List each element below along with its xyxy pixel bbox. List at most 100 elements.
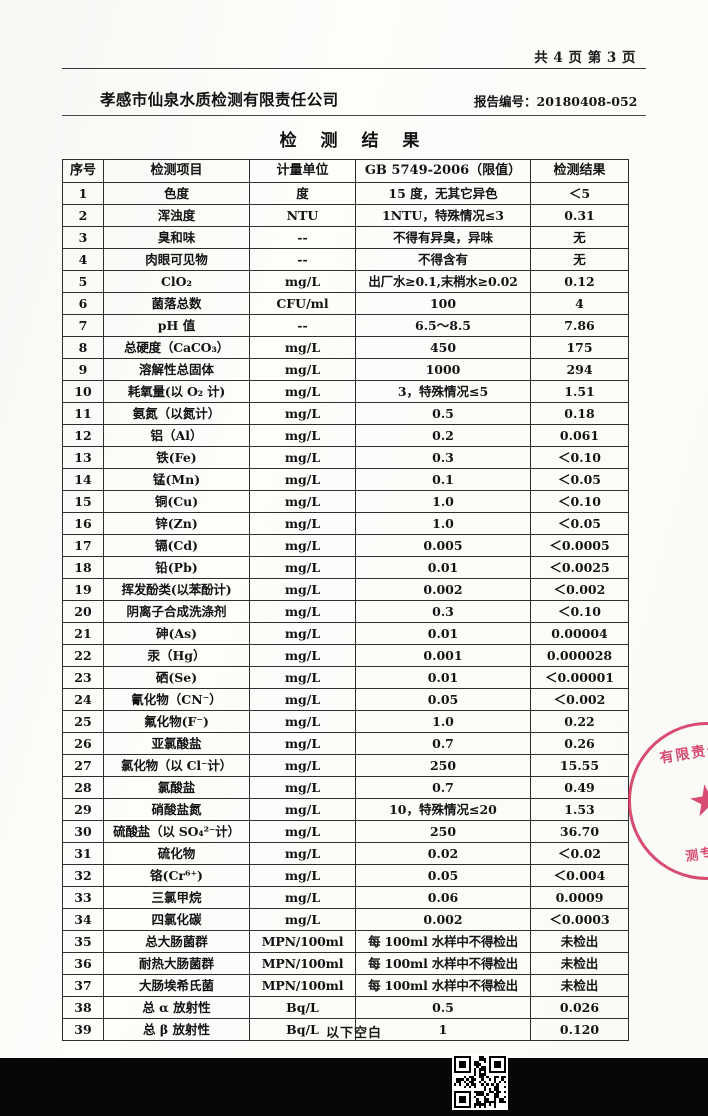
table-row: 13 铁(Fe) mg/L 0.3 ＜0.10 [62, 446, 629, 469]
cell-test-result: ＜0.10 [530, 446, 629, 469]
table-row: 14 锰(Mn) mg/L 0.1 ＜0.05 [62, 468, 629, 491]
cell-test-item: 总 α 放射性 [103, 996, 250, 1019]
cell-sequence-number: 12 [62, 424, 104, 447]
table-row: 11 氨氮（以氮计） mg/L 0.5 0.18 [62, 402, 629, 425]
cell-test-result: 无 [530, 226, 629, 249]
cell-standard-limit: 0.001 [355, 644, 531, 667]
cell-unit: MPN/100ml [249, 974, 356, 997]
cell-test-result: ＜0.0025 [530, 556, 629, 579]
cell-sequence-number: 13 [62, 446, 104, 469]
cell-test-result: 未检出 [530, 952, 629, 975]
cell-test-result: ＜0.02 [530, 842, 629, 865]
cell-unit: mg/L [249, 512, 356, 535]
cell-standard-limit: 250 [355, 754, 531, 777]
cell-test-item: 氨氮（以氮计） [103, 402, 250, 425]
column-header-no: 序号 [62, 159, 104, 183]
cell-test-item: 总硬度（CaCO₃） [103, 336, 250, 359]
stamp-bottom-text: 测专用章 [684, 840, 708, 865]
cell-unit: mg/L [249, 754, 356, 777]
cell-standard-limit: 0.7 [355, 732, 531, 755]
cell-test-result: ＜0.004 [530, 864, 629, 887]
cell-unit: mg/L [249, 908, 356, 931]
cell-test-result: 0.061 [530, 424, 629, 447]
cell-standard-limit: 0.3 [355, 600, 531, 623]
cell-sequence-number: 15 [62, 490, 104, 513]
cell-test-item: 阴离子合成洗涤剂 [103, 600, 250, 623]
table-row: 24 氰化物（CN⁻） mg/L 0.05 ＜0.002 [62, 688, 629, 711]
cell-sequence-number: 24 [62, 688, 104, 711]
cell-sequence-number: 2 [62, 204, 104, 227]
cell-test-item: 锰(Mn) [103, 468, 250, 491]
cell-standard-limit: 0.05 [355, 688, 531, 711]
cell-test-item: 耗氧量(以 O₂ 计) [103, 380, 250, 403]
table-row: 2 浑浊度 NTU 1NTU，特殊情况≤3 0.31 [62, 204, 629, 227]
stamp-top-text: 有限责任公 [658, 738, 708, 767]
cell-standard-limit: 100 [355, 292, 531, 315]
cell-unit: mg/L [249, 534, 356, 557]
report-number: 报告编号：20180408-052 [474, 94, 638, 109]
cell-unit: CFU/ml [249, 292, 356, 315]
cell-test-item: 臭和味 [103, 226, 250, 249]
table-row: 30 硫酸盐（以 SO₄²⁻计） mg/L 250 36.70 [62, 820, 629, 843]
column-header-item: 检测项目 [103, 159, 250, 183]
cell-test-item: 亚氯酸盐 [103, 732, 250, 755]
page-title: 检 测 结 果 [279, 131, 429, 151]
cell-test-item: 色度 [103, 182, 250, 205]
cell-test-result: ＜0.002 [530, 688, 629, 711]
cell-test-item: 硫酸盐（以 SO₄²⁻计） [103, 820, 250, 843]
cell-unit: mg/L [249, 402, 356, 425]
cell-test-result: 1.53 [530, 798, 629, 821]
table-row: 33 三氯甲烷 mg/L 0.06 0.0009 [62, 886, 629, 909]
cell-standard-limit: 450 [355, 336, 531, 359]
table-row: 32 铬(Cr⁶⁺) mg/L 0.05 ＜0.004 [62, 864, 629, 887]
cell-test-result: 4 [530, 292, 629, 315]
cell-standard-limit: 0.5 [355, 402, 531, 425]
cell-test-item: 铁(Fe) [103, 446, 250, 469]
cell-unit: mg/L [249, 710, 356, 733]
cell-test-item: 总 β 放射性 [103, 1018, 250, 1041]
cell-test-result: ＜0.05 [530, 512, 629, 535]
cell-test-item: 菌落总数 [103, 292, 250, 315]
cell-test-result: 0.120 [530, 1018, 629, 1041]
cell-sequence-number: 20 [62, 600, 104, 623]
table-row: 21 砷(As) mg/L 0.01 0.00004 [62, 622, 629, 645]
table-row: 29 硝酸盐氮 mg/L 10，特殊情况≤20 1.53 [62, 798, 629, 821]
table-row: 5 ClO₂ mg/L 出厂水≥0.1,末梢水≥0.02 0.12 [62, 270, 629, 293]
cell-test-result: 0.26 [530, 732, 629, 755]
table-row: 6 菌落总数 CFU/ml 100 4 [62, 292, 629, 315]
cell-sequence-number: 34 [62, 908, 104, 931]
cell-test-item: 铅(Pb) [103, 556, 250, 579]
cell-test-result: 未检出 [530, 930, 629, 953]
cell-test-item: 砷(As) [103, 622, 250, 645]
cell-sequence-number: 27 [62, 754, 104, 777]
cell-unit: Bq/L [249, 996, 356, 1019]
cell-test-item: 大肠埃希氏菌 [103, 974, 250, 997]
cell-standard-limit: 6.5～8.5 [355, 314, 531, 337]
table-row: 22 汞（Hg） mg/L 0.001 0.000028 [62, 644, 629, 667]
cell-unit: mg/L [249, 820, 356, 843]
company-name: 孝感市仙泉水质检测有限责任公司 [100, 90, 339, 109]
cell-unit: mg/L [249, 732, 356, 755]
cell-standard-limit: 0.02 [355, 842, 531, 865]
cell-sequence-number: 19 [62, 578, 104, 601]
cell-test-result: 15.55 [530, 754, 629, 777]
bottom-black-band [0, 1054, 708, 1116]
cell-standard-limit: 不得有异臭，异味 [355, 226, 531, 249]
cell-test-item: 氯化物（以 Cl⁻计） [103, 754, 250, 777]
page-count: 共 4 页 第 3 页 [534, 50, 636, 66]
cell-standard-limit: 0.06 [355, 886, 531, 909]
cell-sequence-number: 16 [62, 512, 104, 535]
cell-unit: 度 [249, 182, 356, 205]
cell-test-result: ＜5 [530, 182, 629, 205]
cell-test-item: 镉(Cd) [103, 534, 250, 557]
cell-test-result: ＜0.10 [530, 490, 629, 513]
cell-standard-limit: 1.0 [355, 512, 531, 535]
cell-test-result: 0.00004 [530, 622, 629, 645]
cell-test-result: 未检出 [530, 974, 629, 997]
cell-test-item: 铜(Cu) [103, 490, 250, 513]
table-row: 16 锌(Zn) mg/L 1.0 ＜0.05 [62, 512, 629, 535]
cell-sequence-number: 39 [62, 1018, 104, 1041]
cell-sequence-number: 8 [62, 336, 104, 359]
cell-standard-limit: 15 度，无其它异色 [355, 182, 531, 205]
